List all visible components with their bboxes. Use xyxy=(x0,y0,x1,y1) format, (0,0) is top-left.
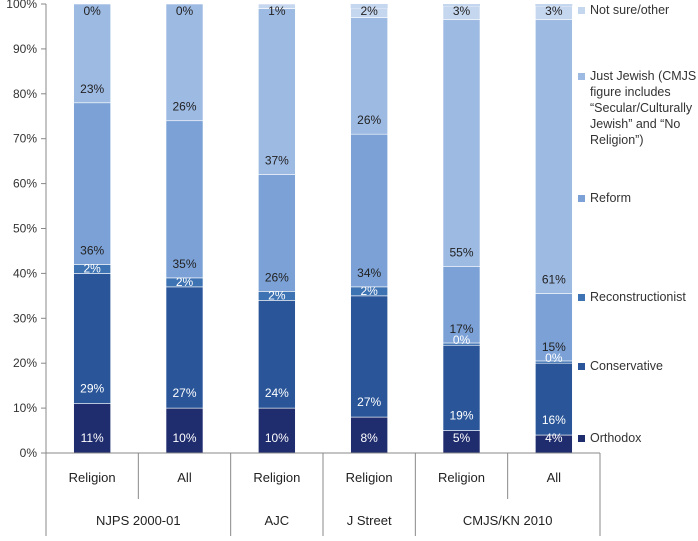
category-label: Religion xyxy=(438,470,485,485)
data-label: 34% xyxy=(357,266,381,280)
data-label: 23% xyxy=(80,82,104,96)
category-label: Religion xyxy=(69,470,116,485)
y-tick-label: 90% xyxy=(13,42,37,56)
y-tick-label: 30% xyxy=(13,311,37,325)
data-label: 8% xyxy=(360,431,378,445)
data-label: 10% xyxy=(265,431,289,445)
legend-swatch xyxy=(578,195,585,202)
y-tick-label: 10% xyxy=(13,401,37,415)
bar-segment xyxy=(535,19,573,294)
data-label: 0% xyxy=(83,4,101,18)
y-tick-label: 40% xyxy=(13,266,37,280)
bar-segment xyxy=(73,102,111,265)
data-label: 55% xyxy=(449,246,473,260)
bar-segment xyxy=(165,3,204,122)
y-tick-label: 60% xyxy=(13,177,37,191)
chart-bars xyxy=(73,3,573,454)
legend-swatch xyxy=(578,294,585,301)
legend-label: Just Jewish (CMJS figure includes “Secular… xyxy=(590,69,696,147)
data-label: 0% xyxy=(545,351,563,365)
bar-segment-cap xyxy=(535,4,573,7)
bar-segment xyxy=(350,133,388,288)
y-tick-label: 70% xyxy=(13,132,37,146)
chart-axes: 0% 10% 20% 30% 40% 50% 60% 70% 80% 90% 100% xyxy=(6,0,47,536)
y-tick-label: 80% xyxy=(13,87,37,101)
data-label: 0% xyxy=(453,333,471,347)
data-label: 19% xyxy=(449,409,473,423)
legend-swatch xyxy=(578,363,585,370)
bar-segment-cap xyxy=(350,4,388,9)
legend-label: Orthodox xyxy=(590,431,642,445)
data-label: 24% xyxy=(265,386,289,400)
legend-swatch xyxy=(578,73,585,80)
data-label: 26% xyxy=(172,100,196,114)
data-label: 36% xyxy=(80,243,104,257)
bar-segment xyxy=(535,293,573,362)
data-label: 15% xyxy=(542,340,566,354)
data-label: 3% xyxy=(545,4,563,18)
bar-segment xyxy=(258,3,296,9)
category-label: Religion xyxy=(346,470,393,485)
bar-segment xyxy=(442,19,481,267)
legend-label: Reform xyxy=(590,191,631,205)
category-label: Religion xyxy=(253,470,300,485)
data-label: 0% xyxy=(176,4,194,18)
bar-segment xyxy=(350,416,388,454)
bar-segment xyxy=(350,17,388,135)
bar-segment-cap xyxy=(443,4,480,7)
data-label: 3% xyxy=(453,4,471,18)
bar-segment xyxy=(73,403,111,454)
y-tick-label: 0% xyxy=(20,446,38,460)
data-label: 16% xyxy=(542,413,566,427)
data-label: 26% xyxy=(265,270,289,284)
category-label: All xyxy=(177,470,192,485)
legend-label: Reconstructionist xyxy=(590,290,686,304)
data-label: 17% xyxy=(449,322,473,336)
y-tick-label: 20% xyxy=(13,356,37,370)
data-label: 61% xyxy=(542,273,566,287)
group-label: CMJS/KN 2010 xyxy=(463,513,553,528)
legend-label: Not sure/other xyxy=(590,3,669,17)
bar-segment xyxy=(165,120,204,279)
bar-segment xyxy=(258,174,296,292)
group-label: J Street xyxy=(347,513,392,528)
bar-segment xyxy=(73,273,111,404)
data-label: 26% xyxy=(357,113,381,127)
data-label: 27% xyxy=(357,395,381,409)
chart-data-labels: 11% 29% 2% 36% 23% 0% 10% 27% 2% 35% 26% 0% 10% 24% 2%… xyxy=(80,4,566,445)
chart-legend: Not sure/other Just Jewish (CMJS figure in… xyxy=(578,3,696,445)
y-tick-label: 50% xyxy=(13,222,37,236)
data-label: 1% xyxy=(268,4,286,18)
data-label: 5% xyxy=(453,431,471,445)
bar-segment xyxy=(258,300,296,409)
data-label: 11% xyxy=(81,431,104,445)
data-label: 2% xyxy=(360,284,378,298)
data-label: 37% xyxy=(265,154,289,168)
y-tick-label: 100% xyxy=(6,0,37,11)
bar-segment xyxy=(73,3,111,104)
data-label: 2% xyxy=(83,261,101,275)
data-label: 10% xyxy=(172,431,196,445)
category-axis: Religion All Religion Religion Religion All NJ… xyxy=(45,452,601,536)
legend-label: Conservative xyxy=(590,359,663,373)
group-label: AJC xyxy=(265,513,290,528)
data-label: 27% xyxy=(172,386,196,400)
category-label: All xyxy=(547,470,562,485)
data-label: 29% xyxy=(80,382,104,396)
legend-swatch xyxy=(578,7,585,14)
legend-swatch xyxy=(578,435,585,442)
bar-segment xyxy=(258,8,296,175)
data-label: 4% xyxy=(545,431,563,445)
data-label: 35% xyxy=(172,257,196,271)
data-label: 2% xyxy=(176,275,194,289)
bar-segment xyxy=(442,266,481,344)
data-label: 2% xyxy=(268,288,286,302)
bar-segment xyxy=(350,295,388,418)
group-label: NJPS 2000-01 xyxy=(96,513,181,528)
data-label: 2% xyxy=(360,4,378,18)
